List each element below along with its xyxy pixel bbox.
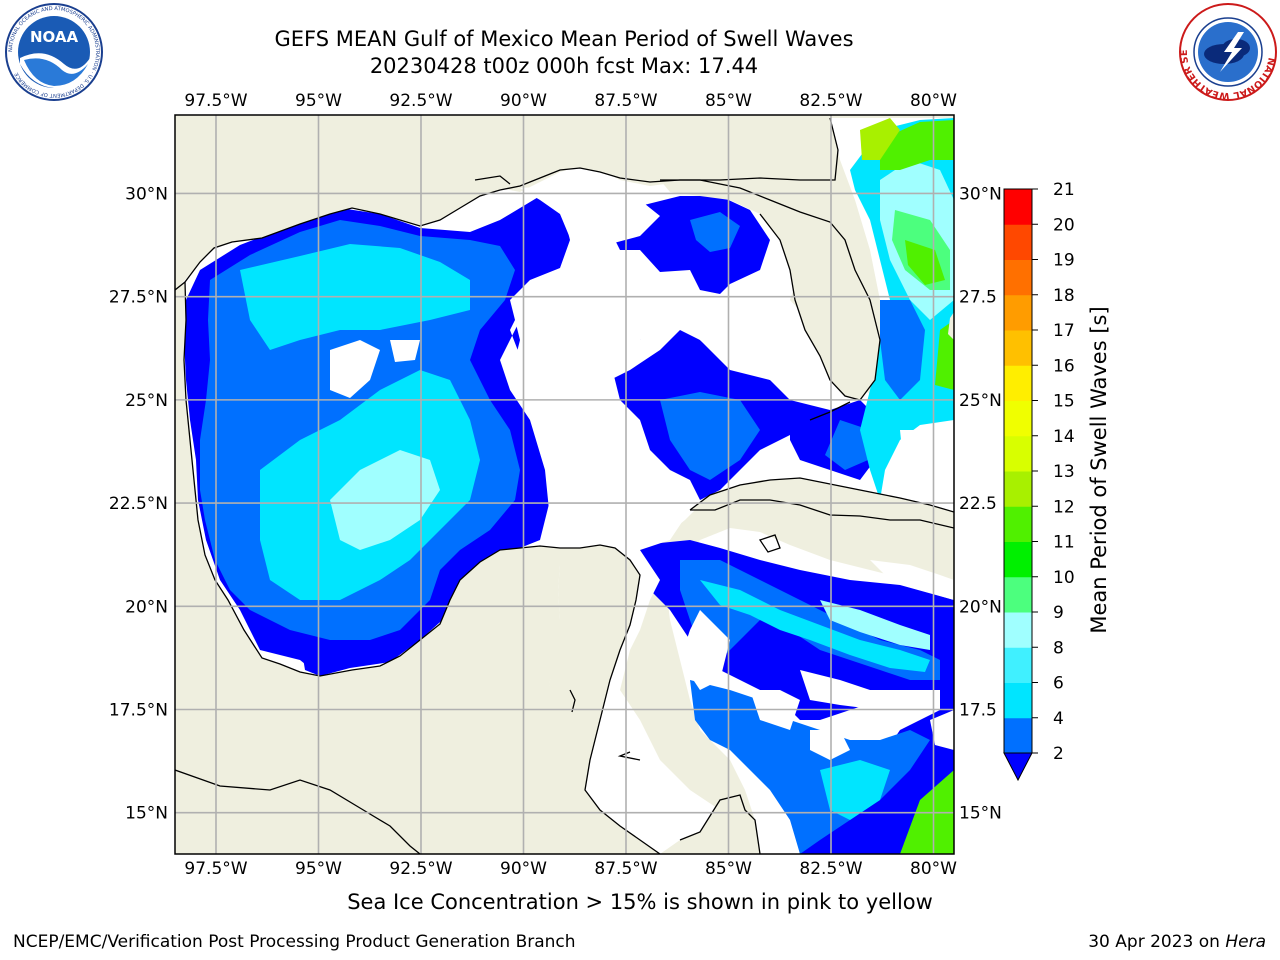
colorbar-tick-label: 16 (1053, 356, 1075, 376)
andros-island (948, 312, 954, 340)
latitude-label: 20°N (125, 597, 168, 617)
latitude-label-right: 22.5 (959, 494, 997, 514)
colorbar-swatch (1004, 612, 1032, 648)
florida (660, 180, 880, 400)
longitude-label: 80°W (910, 859, 957, 879)
longitude-label: 90°W (500, 91, 547, 111)
graticule (175, 115, 954, 854)
colorbar-swatch (1004, 541, 1032, 578)
north-land (175, 115, 954, 290)
longitude-label: 82.5°W (799, 91, 862, 111)
land-masses (175, 115, 954, 854)
colorbar-label: Mean Period of Swell Waves [s] (1087, 306, 1111, 633)
longitude-label: 97.5°W (184, 859, 247, 879)
longitude-label: 92.5°W (389, 859, 452, 879)
colorbar-under-arrow (1003, 752, 1033, 782)
colorbar-swatch (1004, 330, 1032, 366)
swell-period-field-atlantic (850, 118, 954, 500)
longitude-label: 97.5°W (184, 91, 247, 111)
longitude-label: 87.5°W (594, 859, 657, 879)
longitude-labels-bottom: 97.5°W 95°W 92.5°W 90°W 87.5°W 85°W 82.5°W 80°W (184, 859, 957, 879)
sea-ice-caption: Sea Ice Concentration > 15% is shown in … (0, 890, 1280, 914)
longitude-label: 80°W (910, 91, 957, 111)
colorbar-tick-label: 6 (1053, 674, 1064, 694)
longitude-labels-top: 97.5°W 95°W 92.5°W 90°W 87.5°W 85°W 82.5°W 80°W (184, 91, 957, 111)
latitude-label-right: 17.5 (959, 701, 997, 721)
latitude-label-right: 30°N (959, 184, 1002, 204)
coastlines (175, 117, 954, 854)
colorbar-swatch (1004, 506, 1032, 542)
colorbar-swatch (1004, 435, 1032, 472)
latitude-label: 25°N (125, 391, 168, 411)
colorbar-tick-label: 2 (1053, 744, 1064, 764)
colorbar-tick-label: 18 (1053, 286, 1075, 306)
colorbar-swatch (1004, 189, 1032, 225)
colorbar-swatch (1004, 717, 1032, 754)
colorbar-tick-label: 17 (1053, 321, 1075, 341)
colorbar-tick-label: 15 (1053, 392, 1075, 412)
latitude-label: 30°N (125, 184, 168, 204)
colorbar-tick-label: 8 (1053, 638, 1064, 658)
swell-period-field-caribbean (640, 540, 954, 854)
footer-date: 30 Apr 2023 on Hera (1088, 932, 1266, 952)
colorbar-swatch (1004, 365, 1032, 401)
nws-logo: NATIONAL WEATHER SERVICE (1178, 2, 1277, 101)
noaa-logo: NOAA NATIONAL OCEANIC AND ATMOSPHERIC AD… (5, 3, 103, 101)
latitude-label-right: 15°N (959, 804, 1002, 824)
footer-date-text: 30 Apr 2023 on (1088, 932, 1226, 952)
longitude-label: 95°W (295, 859, 342, 879)
colorbar-tick-label: 19 (1053, 251, 1075, 271)
map-subtitle: 20230428 t00z 000h fcst Max: 17.44 (369, 54, 759, 78)
sea-ice-caption-text: Sea Ice Concentration > 15% is shown in … (347, 890, 933, 914)
latitude-labels-left: 30°N 27.5°N 25°N 22.5°N 20°N 17.5°N 15°N (109, 184, 168, 823)
mexico-west-coast (175, 282, 560, 854)
longitude-label: 85°W (705, 859, 752, 879)
central-america (660, 795, 760, 854)
latitude-label: 17.5°N (109, 701, 168, 721)
colorbar-tick-label: 21 (1053, 180, 1075, 200)
colorbar-swatch (1004, 682, 1032, 719)
colorbar-tick-label: 13 (1053, 462, 1075, 482)
map-title: GEFS MEAN Gulf of Mexico Mean Period of … (274, 27, 854, 51)
longitude-label: 85°W (705, 91, 752, 111)
colorbar-swatch (1004, 576, 1032, 613)
colorbar-swatch (1004, 400, 1032, 437)
colorbar-swatch (1004, 647, 1032, 683)
footer-host: Hera (1225, 932, 1266, 952)
colorbar-tick-label: 12 (1053, 497, 1075, 517)
colorbar-tick-label: 20 (1053, 215, 1075, 235)
plot-frame (174, 114, 955, 855)
colorbar: 2 4 6 8 9 10 11 12 13 14 15 16 17 18 19 20 21 (1003, 180, 1075, 782)
colorbar-tick-label: 4 (1053, 709, 1064, 729)
colorbar-tick-label: 9 (1053, 603, 1064, 623)
colorbar-swatch (1004, 294, 1032, 331)
longitude-label: 92.5°W (389, 91, 452, 111)
colorbar-tick-label: 11 (1053, 533, 1075, 553)
footer-credit: NCEP/EMC/Verification Post Processing Pr… (13, 932, 576, 952)
longitude-label: 90°W (500, 859, 547, 879)
colorbar-swatch (1004, 259, 1032, 296)
latitude-label-right: 25°N (959, 391, 1002, 411)
colorbar-swatch (1004, 471, 1032, 507)
latitude-label: 15°N (125, 804, 168, 824)
latitude-labels-right: 30°N 27.5 25°N 22.5 20°N 17.5 15°N (959, 184, 1002, 823)
colorbar-tick-label: 14 (1053, 427, 1075, 447)
yucatan-peninsula (175, 545, 660, 854)
latitude-label: 27.5°N (109, 288, 168, 308)
latitude-label: 22.5°N (109, 494, 168, 514)
longitude-label: 82.5°W (799, 859, 862, 879)
map-plot-area (175, 115, 954, 854)
longitude-label: 87.5°W (594, 91, 657, 111)
latitude-label-right: 20°N (959, 597, 1002, 617)
colorbar-tick-label: 10 (1053, 568, 1075, 588)
latitude-label-right: 27.5 (959, 288, 997, 308)
noaa-logo-text: NOAA (30, 28, 79, 46)
colorbar-swatch (1004, 224, 1032, 260)
longitude-label: 95°W (295, 91, 342, 111)
